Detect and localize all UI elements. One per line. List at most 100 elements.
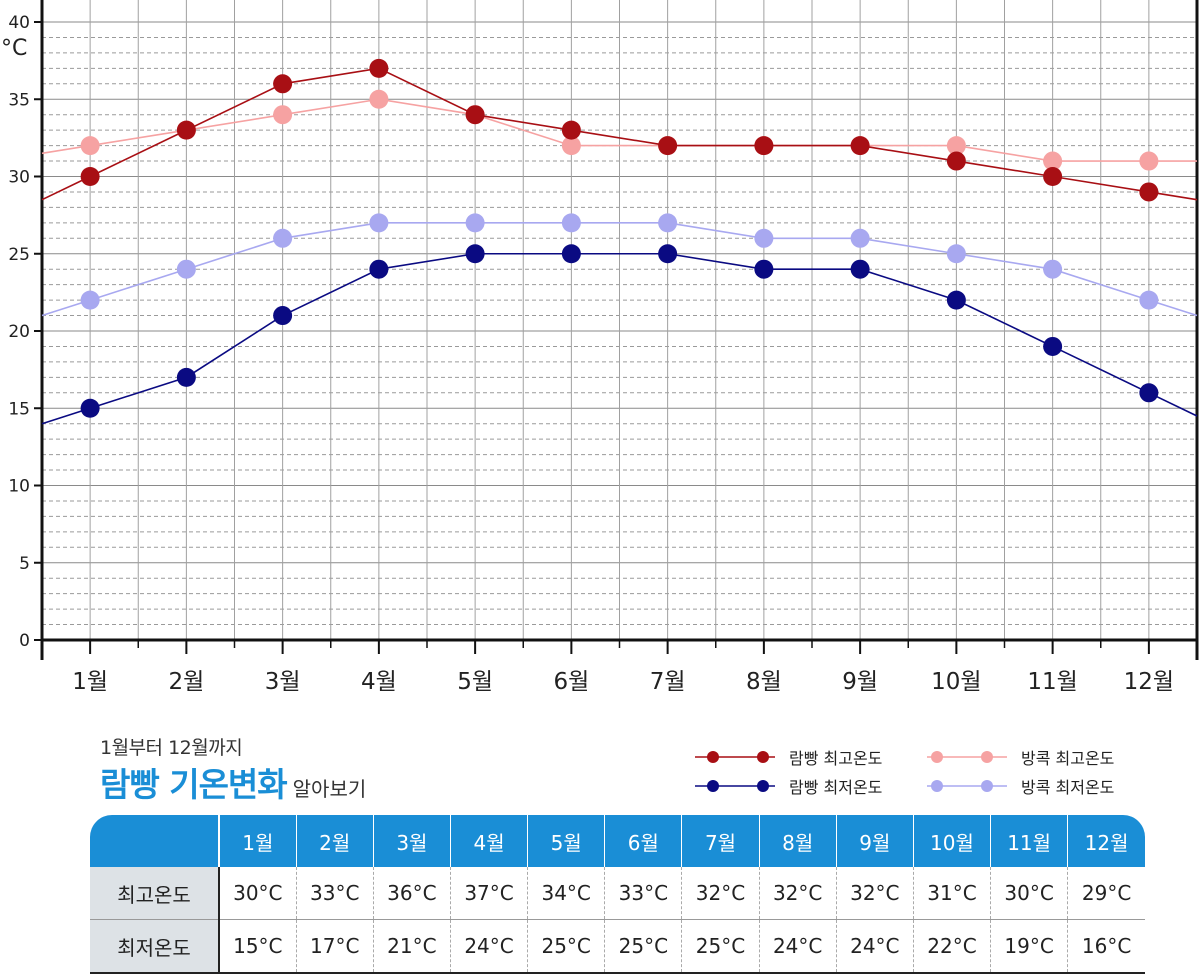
chart-title-block: 람빵 기온변화 알아보기 [100,758,366,806]
x-tick-label: 4월 [361,669,397,695]
chart-title-suffix: 알아보기 [292,777,367,801]
x-tick-label: 5월 [457,669,493,695]
temperature-table: 1월 2월 3월 4월 5월 6월 7월 8월 9월 10월 11월 12월 최… [90,815,1145,974]
data-point [561,213,581,233]
legend-swatch-bangkok-low [927,780,1007,792]
legend-item-bangkok-high: 방콕 최고온도 [925,745,1114,769]
x-tick-label: 11월 [1027,669,1077,695]
table-row-low: 최저온도 15°C 17°C 21°C 24°C 25°C 25°C 25°C … [90,919,1145,974]
data-point [1139,182,1159,202]
data-point [1043,259,1063,279]
row-label: 최저온도 [90,919,220,974]
data-point [946,151,966,171]
data-point [1139,383,1159,403]
data-point [561,120,581,140]
legend-label: 람빵 최고온도 [789,749,883,768]
x-tick-label: 10월 [931,669,981,695]
legend-swatch-lampang-low [695,780,775,792]
month-header: 5월 [527,815,605,867]
table-cell: 24°C [758,919,837,974]
series-1 [41,213,1198,317]
y-tick-label: 20 [8,322,30,342]
y-tick-labels: 0 5 10 15 20 25 30 35 40 [8,13,30,651]
series-3 [41,244,1198,425]
chart-title: 람빵 기온변화 [100,765,288,804]
table-cell: 31°C [912,867,991,920]
data-point [80,167,100,186]
data-point [369,259,389,279]
y-tick-label: 0 [19,631,30,651]
y-tick-label: 40 [8,13,30,33]
table-cell: 15°C [218,919,297,974]
x-tick-label: 1월 [72,669,108,695]
data-point [176,367,196,387]
data-point [369,213,389,233]
data-point [80,136,100,156]
x-tick-label: 9월 [842,669,878,695]
data-point [369,89,389,109]
table-row-high: 최고온도 30°C 33°C 36°C 37°C 34°C 33°C 32°C … [90,867,1145,920]
data-point [658,244,678,264]
data-point [658,136,678,156]
series-2 [41,58,1198,202]
data-point [176,120,196,140]
table-cell: 32°C [758,867,837,920]
y-tick-label: 35 [8,90,30,110]
table-cell: 33°C [295,867,374,920]
legend-item-lampang-low: 람빵 최저온도 [693,774,882,798]
axes [34,0,1199,660]
table-cell: 32°C [681,867,760,920]
data-point [273,306,293,326]
data-point [465,105,485,125]
table-corner-cell [90,815,220,867]
data-point [273,105,293,125]
y-unit-label: °C [1,36,27,61]
table-cell: 30°C [990,867,1068,920]
legend-swatch-lampang-high [695,751,775,763]
month-header: 2월 [295,815,374,867]
data-point [1139,290,1159,310]
data-point [754,136,774,156]
legend-item-bangkok-low: 방콕 최저온도 [925,774,1114,798]
data-point [561,136,581,156]
chart-subtitle: 1월부터 12월까지 [100,737,243,759]
table-cell: 37°C [449,867,528,920]
y-tick-label: 10 [8,477,30,497]
legend-label: 방콕 최저온도 [1021,778,1115,797]
table-cell: 19°C [990,919,1068,974]
table-cell: 36°C [372,867,451,920]
table-cell: 25°C [527,919,605,974]
y-tick-label: 25 [8,245,30,265]
data-point [369,58,389,78]
x-tick-label: 3월 [265,669,301,695]
table-cell: 17°C [295,919,374,974]
vertical-gridlines [89,0,1198,640]
table-cell: 24°C [835,919,914,974]
data-point [946,244,966,264]
data-point [754,259,774,279]
legend-swatch-bangkok-high [927,751,1007,763]
y-tick-label: 5 [19,554,30,574]
data-point [850,228,870,248]
data-point [1139,151,1159,171]
y-tick-label: 15 [8,399,30,419]
temperature-line-chart: 0 5 10 15 20 25 30 35 40 °C 1월 2월 3월 4월 5월 6월 7월 8월 9월 10… [1,0,1199,695]
table-cell: 16°C [1067,919,1145,974]
data-point [850,259,870,279]
data-point [658,213,678,233]
month-header: 3월 [372,815,451,867]
table-cell: 29°C [1067,867,1145,920]
table-cell: 24°C [449,919,528,974]
legend-label: 방콕 최고온도 [1021,749,1115,768]
month-header: 7월 [681,815,760,867]
series-lines [41,58,1198,425]
data-point [946,290,966,310]
y-tick-label: 30 [8,168,30,188]
data-point [1043,151,1063,171]
x-tick-label: 7월 [650,669,686,695]
data-point [80,290,100,310]
series-line [41,222,1198,317]
series-line [41,67,1198,201]
x-tick-label: 6월 [553,669,589,695]
table-cell: 25°C [604,919,682,974]
